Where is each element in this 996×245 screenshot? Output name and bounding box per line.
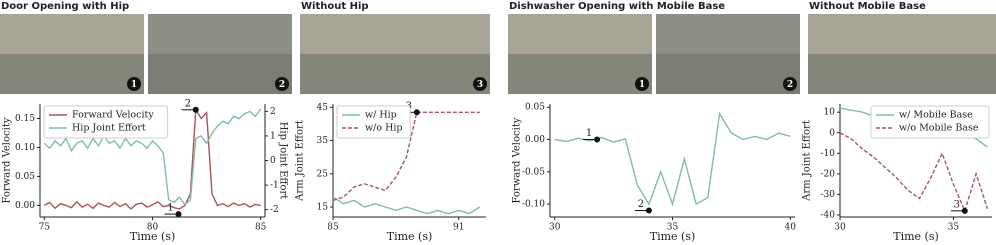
x-tick-label: 30 [549,223,561,233]
y2-tick-label: -1 [270,181,279,191]
y-axis-label: Arm Joint Effort [295,120,306,202]
annotation-dot [961,207,968,214]
photo-badge [473,77,487,91]
panel-title: Door Opening with Hip [1,1,129,12]
photo-shade [300,54,490,94]
y-tick-label: 0.05 [15,172,35,182]
panel-title: Without Hip [301,1,369,12]
y-tick-label: -40 [821,210,836,220]
y2-tick-label: 0 [270,156,276,166]
series-line [43,108,262,206]
annotation-label: 2 [638,199,644,210]
legend-label: w/o Hip [365,123,402,134]
series-line [43,107,261,210]
y-tick-label: 45 [317,103,329,113]
y-tick-label: -20 [821,169,836,179]
y-tick-label: 0 [829,128,835,138]
legend-label: w/ Mobile Base [899,110,973,121]
y2-tick-label: 1 [270,131,276,141]
y-tick-label: -0.05 [522,167,545,177]
series-line [332,196,481,215]
y2-tick-label: 2 [270,107,276,117]
photo-badge [783,77,797,91]
y2-tick-label: -2 [270,205,279,215]
legend-box [870,105,990,139]
annotation-dot [413,109,420,116]
legend-label: Hip Joint Effort [72,123,146,134]
y-axis-label: Forward Velocity [2,117,13,203]
series-line [332,111,480,202]
y-tick-label: 35 [317,136,329,146]
legend-label: Forward Velocity [72,110,154,121]
photo-shade [508,54,652,94]
legend-label: w/o Mobile Base [899,123,979,134]
photo-shade [148,54,292,94]
legend-label: w/ Hip [365,110,397,121]
annotation-dot [645,207,652,214]
x-axis-label: Time (s) [387,230,433,243]
photo-badge-label: 1 [639,80,645,90]
photo-badge-label: 1 [131,80,137,90]
panel-title: Without Mobile Base [809,1,926,12]
y-tick-label: 0.05 [525,103,545,113]
y-tick-label: 15 [317,203,329,213]
x-axis-label: Time (s) [893,230,939,243]
x-tick-label: 35 [667,223,679,233]
annotation-label: 2 [185,98,191,109]
x-tick-label: 75 [39,223,51,233]
y-axis-label: Forward Velocity [512,117,523,203]
y-tick-label: 0.10 [15,143,35,153]
y-tick-label: -10 [821,149,836,159]
x-tick-label: 85 [327,223,339,233]
y-axis-label: Arm Joint Effort [802,120,813,202]
y-tick-label: -0.10 [522,200,545,210]
x-tick-label: 40 [785,223,797,233]
annotation-dot [594,136,601,143]
photo-badge-label: 3 [477,80,483,90]
y-tick-label: 0.15 [15,114,35,124]
y-tick-label: 0.00 [525,135,545,145]
photo-badge [127,77,141,91]
panel-title: Dishwasher Opening with Mobile Base [509,1,725,12]
y-tick-label: -30 [821,190,836,200]
x-axis-label: Time (s) [650,230,696,243]
y-tick-label: 10 [824,108,836,118]
photo-shade [0,54,144,94]
annotation-label: 1 [586,128,592,139]
x-tick-label: 85 [255,223,267,233]
x-axis-label: Time (s) [130,230,176,243]
annotation-dot [192,106,199,113]
legend-box [43,105,169,139]
legend-box [336,105,411,139]
annotation-dot [175,211,182,218]
y-tick-label: 25 [317,169,329,179]
annotation-label: 3 [954,199,960,210]
photo-badge-label: 2 [279,80,285,90]
x-tick-label: 80 [147,223,159,233]
series-line [839,132,989,213]
x-tick-label: 91 [453,223,464,233]
x-tick-label: 30 [834,223,846,233]
x-tick-label: 35 [948,223,960,233]
photo-shade [656,54,800,94]
photo-badge [635,77,649,91]
photo-shade [808,54,996,94]
y-tick-label: 0.00 [15,201,35,211]
photo-badge-label: 2 [787,80,793,90]
y2-axis-label: Hip Joint Effort [278,122,289,200]
annotation-label: 1 [167,203,173,214]
photo-badge [275,77,289,91]
